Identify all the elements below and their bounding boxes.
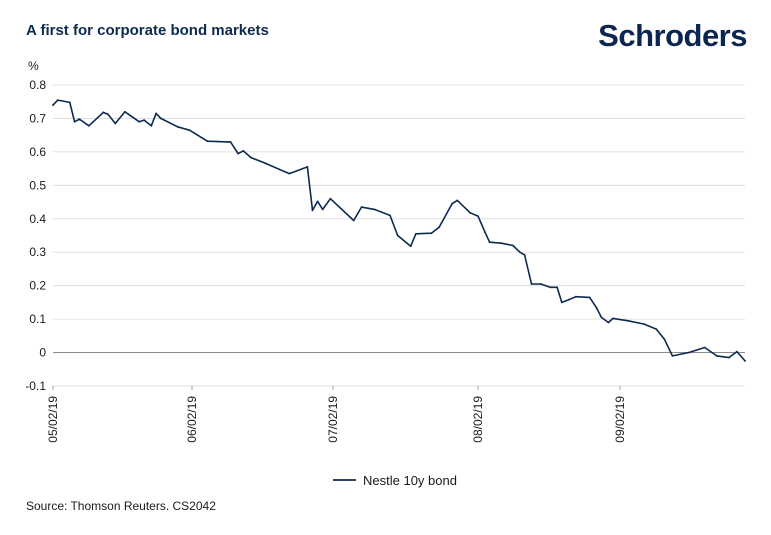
y-tick-label: 0.7 <box>29 111 46 125</box>
data-point <box>607 321 610 324</box>
data-point <box>107 113 109 116</box>
data-point <box>124 110 126 113</box>
data-point <box>68 101 71 104</box>
data-point <box>316 200 319 203</box>
data-point <box>430 232 433 235</box>
data-point <box>643 323 646 325</box>
data-point <box>556 286 558 289</box>
data-point <box>488 241 491 244</box>
data-point <box>627 319 629 322</box>
data-point <box>311 209 314 212</box>
data-point <box>360 206 363 209</box>
data-point <box>655 328 658 330</box>
y-tick-label: 0.1 <box>29 312 46 326</box>
data-point <box>229 141 232 143</box>
y-tick-label: 0.4 <box>29 212 46 226</box>
data-point <box>250 156 252 159</box>
data-point <box>560 301 563 304</box>
x-tick-label: 07/02/19 <box>326 396 340 443</box>
data-point <box>612 317 614 320</box>
x-tick-label: 09/02/19 <box>613 396 627 443</box>
data-point <box>237 152 240 155</box>
y-tick-label: 0.5 <box>29 178 46 192</box>
data-point <box>595 307 598 309</box>
data-point <box>728 356 730 359</box>
data-point <box>415 232 417 235</box>
data-point <box>588 296 591 299</box>
x-tick-label: 08/02/19 <box>471 396 485 443</box>
data-point <box>88 124 90 127</box>
data-point <box>409 245 412 248</box>
data-point <box>143 119 146 121</box>
data-point <box>102 111 105 114</box>
schroders-logo: Schroders <box>598 18 747 53</box>
data-point <box>519 251 521 254</box>
data-point <box>265 162 268 165</box>
data-point <box>744 360 746 362</box>
data-point <box>373 208 376 211</box>
data-point <box>703 346 706 349</box>
y-tick-label: 0.6 <box>29 145 46 159</box>
data-point <box>469 211 472 214</box>
data-point <box>242 150 245 152</box>
data-point <box>549 286 552 289</box>
data-point <box>500 242 503 245</box>
data-point <box>73 120 76 123</box>
y-tick-label: 0.2 <box>29 279 46 293</box>
y-axis-unit-label: % <box>28 59 39 73</box>
data-point <box>530 283 533 285</box>
data-point <box>352 219 355 222</box>
data-point <box>227 141 229 143</box>
data-point <box>687 351 690 354</box>
data-point <box>567 298 570 301</box>
data-point <box>78 118 81 120</box>
data-point <box>306 166 309 168</box>
y-tick-label: 0 <box>39 346 46 360</box>
y-tick-label: 0.8 <box>29 78 46 92</box>
data-point <box>663 338 666 341</box>
x-tick-label: 06/02/19 <box>185 396 199 443</box>
data-point <box>715 355 718 357</box>
data-point <box>477 215 479 218</box>
data-point <box>456 199 459 202</box>
data-point <box>159 117 162 120</box>
data-point <box>176 125 179 128</box>
data-point <box>484 231 486 234</box>
data-point <box>278 168 281 171</box>
data-point <box>288 172 291 175</box>
data-point <box>329 197 332 200</box>
data-point <box>56 99 59 101</box>
data-point <box>114 122 117 125</box>
series-line-nestle-10y-bond <box>52 99 746 362</box>
data-point <box>574 295 577 298</box>
data-point <box>389 214 391 217</box>
data-point <box>600 316 603 319</box>
data-point <box>540 283 542 285</box>
legend-label: Nestle 10y bond <box>363 473 457 488</box>
data-point <box>188 129 191 132</box>
data-point <box>396 234 399 237</box>
y-tick-label: 0.3 <box>29 245 46 259</box>
data-point <box>52 104 54 106</box>
data-point <box>671 355 674 357</box>
source-note: Source: Thomson Reuters. CS2042 <box>26 499 216 513</box>
data-point <box>512 244 514 247</box>
y-tick-label: -0.1 <box>25 379 46 393</box>
x-tick-label: 05/02/19 <box>46 396 60 443</box>
data-point <box>451 202 453 205</box>
data-point <box>150 124 153 127</box>
data-point <box>321 208 324 211</box>
data-point <box>523 254 526 256</box>
data-point <box>736 350 738 353</box>
data-point <box>206 140 209 143</box>
data-point <box>438 226 441 229</box>
chart-title: A first for corporate bond markets <box>26 22 269 39</box>
data-point <box>155 112 158 115</box>
data-point <box>138 120 141 123</box>
